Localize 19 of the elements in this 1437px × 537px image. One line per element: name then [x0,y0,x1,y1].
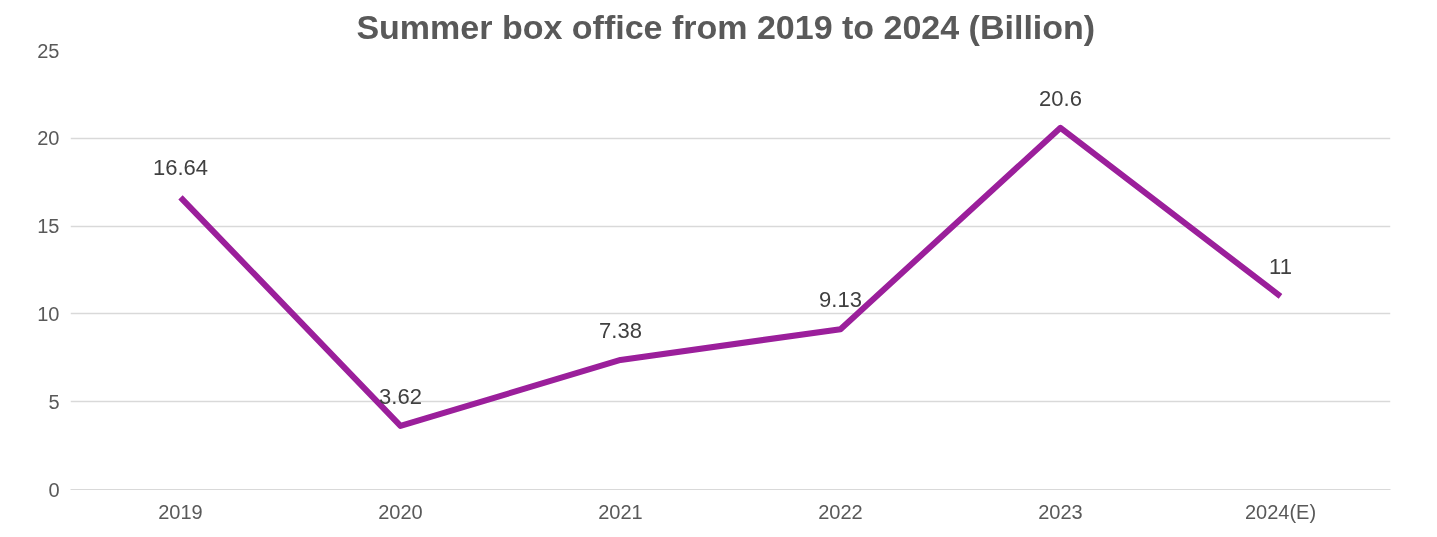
y-tick-label: 20 [37,127,60,150]
y-tick-label: 10 [37,302,60,325]
x-tick-label: 2024(E) [1244,500,1317,523]
data-label: 3.62 [379,383,422,409]
x-tick-label: 2022 [818,500,863,523]
x-tick-label: 2023 [1038,500,1083,523]
chart-title: Summer box office from 2019 to 2024 (Billion) [356,7,1096,46]
data-label: 11 [1269,254,1292,280]
y-tick-label: 15 [37,215,60,238]
y-tick-label: 5 [48,390,60,413]
y-tick-label: 25 [37,39,60,62]
data-label: 7.38 [599,317,642,343]
x-tick-label: 2020 [378,500,423,523]
data-label: 9.13 [819,287,862,313]
data-label: 20.6 [1039,85,1082,111]
y-tick-label: 0 [48,478,60,501]
x-tick-label: 2021 [598,500,643,523]
data-label: 16.64 [152,155,209,181]
x-tick-label: 2019 [158,500,203,523]
